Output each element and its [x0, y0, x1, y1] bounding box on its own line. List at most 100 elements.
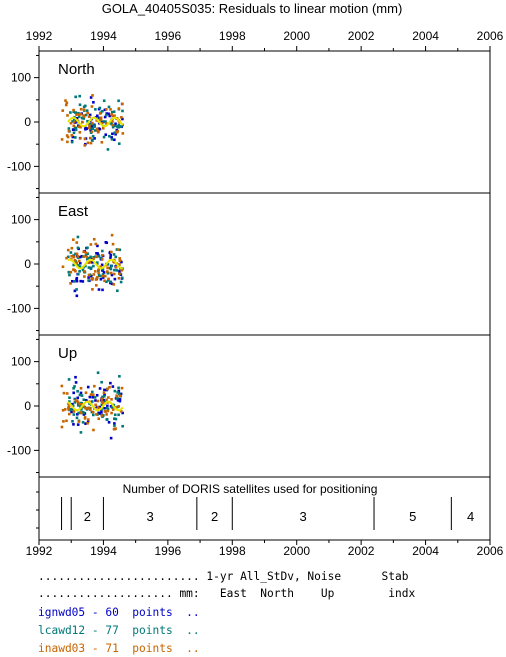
- data-point: [115, 248, 119, 251]
- data-point: [88, 395, 92, 399]
- data-point: [68, 396, 71, 400]
- data-point: [81, 280, 85, 283]
- panel-east: 100 0 -100 East: [7, 192, 491, 336]
- data-point: [92, 264, 95, 268]
- data-point: [101, 288, 104, 292]
- data-point: [114, 255, 118, 259]
- data-point: [61, 109, 65, 112]
- data-point: [89, 266, 93, 270]
- y-tick-label: 0: [24, 115, 31, 129]
- data-point: [91, 134, 95, 138]
- data-point: [103, 274, 107, 278]
- data-point: [75, 113, 78, 116]
- data-point: [98, 106, 102, 110]
- data-point: [121, 102, 124, 106]
- data-point: [118, 272, 121, 276]
- data-point: [121, 117, 124, 121]
- smoothed-trend-line: [67, 258, 123, 270]
- data-point: [83, 144, 87, 147]
- data-point: [106, 407, 110, 411]
- data-point: [64, 99, 67, 102]
- data-point: [87, 418, 90, 421]
- data-point: [73, 385, 76, 388]
- data-point: [96, 130, 100, 134]
- data-point: [84, 406, 87, 410]
- data-point: [98, 412, 102, 415]
- data-point: [100, 403, 104, 406]
- data-point: [94, 403, 97, 407]
- data-point: [105, 122, 108, 125]
- data-point: [102, 271, 106, 274]
- data-point: [121, 411, 124, 415]
- data-point: [65, 256, 68, 260]
- data-point: [102, 99, 106, 103]
- data-point: [71, 135, 75, 139]
- data-point: [113, 268, 116, 272]
- data-point: [65, 392, 69, 395]
- data-point: [76, 264, 80, 267]
- data-point: [84, 113, 88, 117]
- data-point: [106, 409, 110, 413]
- data-point: [117, 392, 121, 396]
- x-tick-label: 1994: [90, 544, 117, 558]
- data-point: [94, 284, 98, 287]
- data-point: [89, 393, 93, 396]
- data-point: [98, 274, 101, 278]
- panel-label: Up: [58, 345, 77, 362]
- data-point: [62, 391, 66, 395]
- data-point: [72, 118, 76, 121]
- data-point: [66, 135, 70, 139]
- data-point: [105, 418, 109, 421]
- data-point: [78, 269, 81, 273]
- data-point: [74, 126, 78, 130]
- data-point: [102, 135, 106, 139]
- data-point: [112, 253, 116, 256]
- data-point: [110, 273, 114, 277]
- data-point: [76, 396, 80, 400]
- data-point: [95, 413, 98, 416]
- data-point: [65, 101, 69, 105]
- data-point: [101, 274, 104, 278]
- data-point: [118, 259, 122, 263]
- data-point: [102, 391, 106, 394]
- data-point: [116, 248, 120, 251]
- data-point: [93, 137, 96, 140]
- data-point: [80, 394, 84, 397]
- data-point: [119, 410, 123, 413]
- data-point: [105, 280, 108, 284]
- data-point: [75, 252, 79, 256]
- data-point: [117, 107, 121, 110]
- data-point: [86, 420, 90, 423]
- data-point: [121, 132, 125, 135]
- x-tick-label: 2000: [283, 544, 310, 558]
- data-point: [119, 125, 123, 128]
- data-point: [72, 413, 76, 416]
- data-point: [117, 413, 120, 417]
- data-point: [83, 275, 86, 278]
- data-point: [84, 391, 88, 395]
- data-point: [67, 407, 70, 411]
- data-point: [103, 410, 107, 413]
- data-point: [65, 419, 68, 423]
- data-point: [105, 413, 108, 416]
- data-point: [69, 270, 73, 274]
- data-point: [120, 260, 123, 264]
- data-point: [89, 127, 93, 130]
- data-point: [75, 278, 78, 281]
- data-point: [111, 123, 115, 127]
- data-point: [65, 134, 69, 137]
- data-point: [118, 375, 121, 378]
- data-point: [95, 255, 98, 259]
- y-tick-label: 100: [11, 355, 31, 369]
- data-point: [79, 112, 83, 116]
- data-point: [97, 268, 101, 271]
- data-point: [101, 267, 105, 271]
- data-point: [117, 99, 120, 103]
- data-point: [117, 405, 120, 408]
- data-point: [81, 120, 84, 124]
- data-point: [66, 248, 70, 252]
- data-point: [79, 279, 83, 283]
- data-point: [96, 129, 100, 133]
- data-point: [75, 288, 78, 291]
- legend-header-2: .................... mm: East North Up i…: [38, 587, 416, 600]
